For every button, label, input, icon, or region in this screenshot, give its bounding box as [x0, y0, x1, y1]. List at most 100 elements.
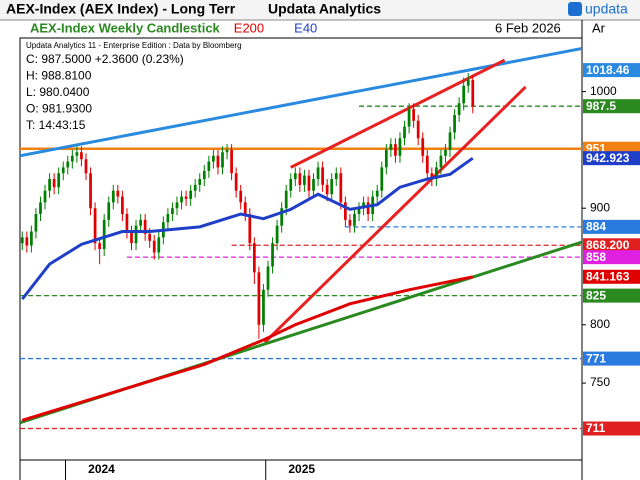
corner: Ar: [592, 20, 606, 35]
candle-body: [425, 155, 429, 174]
candle-body: [266, 266, 270, 290]
candle-body: [98, 243, 102, 249]
candle-body: [330, 179, 334, 195]
candle-body: [89, 173, 92, 209]
price-tag-label: 987.5: [586, 99, 616, 113]
window-title: AEX-Index (AEX Index) - Long Terr: [6, 1, 236, 17]
candle-body: [339, 173, 343, 203]
price-tag-label: 841.163: [586, 269, 630, 283]
title-bar: [0, 0, 640, 20]
candle-body: [230, 149, 233, 174]
candle-body: [471, 79, 475, 107]
candle-body: [130, 231, 133, 244]
candle-body: [102, 219, 106, 249]
brand: Updata Analytics: [268, 1, 381, 17]
candle-body: [344, 202, 347, 220]
candle-body: [348, 219, 352, 226]
trend-line: [20, 47, 582, 158]
candle-body: [262, 289, 265, 325]
price-tag: [583, 269, 640, 284]
candle-body: [412, 109, 415, 121]
price-tag: [583, 63, 640, 78]
candle-body: [403, 126, 406, 139]
candle-body: [193, 184, 197, 191]
candle-body: [198, 179, 202, 185]
candle-body: [430, 173, 434, 180]
candle-body: [125, 214, 129, 232]
candle-body: [30, 231, 33, 246]
plot: [20, 47, 582, 430]
candle-body: [139, 219, 142, 226]
trend-line: [290, 58, 506, 169]
candle-body: [234, 173, 238, 191]
candle-body: [52, 179, 56, 188]
legend-entry: E200: [234, 20, 264, 35]
y-tick-label: 800: [590, 317, 610, 331]
candle-body: [20, 237, 24, 244]
candle-body: [166, 214, 170, 223]
candle-body: [134, 225, 138, 244]
candle-body: [221, 152, 224, 168]
x-tick-label: 2025: [288, 462, 315, 476]
price-tag-label: 942.923: [586, 151, 630, 165]
candle-body: [384, 149, 388, 168]
candle-body: [239, 190, 243, 203]
candle-body: [462, 85, 466, 104]
candle-body: [380, 167, 384, 191]
info-line: O: 981.9300: [26, 102, 92, 116]
candle-body: [353, 214, 356, 226]
price-tag: [583, 99, 640, 114]
candle-body: [121, 196, 124, 215]
price-tag-label: 825: [586, 288, 606, 302]
y-tick-label: 1000: [590, 84, 617, 98]
candle-body: [184, 196, 188, 199]
candle-body: [66, 161, 70, 168]
candle-body: [444, 149, 447, 156]
candle-body: [303, 175, 306, 185]
candle-body: [466, 79, 470, 86]
candle-body: [143, 219, 147, 234]
candle-body: [243, 202, 247, 215]
candle-body: [394, 144, 397, 156]
candle-body: [298, 173, 302, 185]
candle-body: [107, 202, 111, 220]
candle-body: [157, 237, 161, 253]
logo-icon: [568, 2, 582, 16]
candle-body: [325, 184, 329, 195]
candle-body: [357, 208, 361, 215]
candle-body: [275, 225, 279, 244]
trend-line: [263, 85, 527, 344]
moving-average: [21, 275, 474, 422]
candle-body: [421, 138, 425, 156]
candle-body: [362, 202, 365, 209]
candle-body: [435, 167, 438, 180]
price-tag-label: 868.200: [586, 238, 630, 252]
y-tick-label: 750: [590, 375, 610, 389]
candle-body: [248, 214, 252, 244]
candle-body: [212, 155, 215, 162]
candle-body: [366, 202, 370, 215]
candle-body: [416, 120, 420, 139]
candle-body: [39, 202, 42, 215]
price-tag: [583, 238, 640, 253]
candle-body: [75, 152, 79, 156]
candle-body: [180, 196, 183, 203]
price-tag: [583, 250, 640, 265]
chart-title: AEX-Index Weekly Candlestick: [30, 20, 221, 35]
price-tag-label: 1018.46: [586, 63, 630, 77]
candle-body: [171, 208, 174, 215]
candle-body: [70, 155, 74, 162]
y-tick-label: 900: [590, 200, 610, 214]
price-tag: [583, 219, 640, 234]
legend-entry: E40: [294, 20, 317, 35]
info-line: H: 988.8100: [26, 69, 92, 83]
info-line: C: 987.5000 +2.3600 (0.23%): [26, 52, 184, 66]
candle-body: [84, 159, 88, 174]
info-line: L: 980.0400: [26, 85, 90, 99]
candle-body: [252, 243, 256, 273]
candle-body: [271, 243, 274, 267]
candle-body: [257, 272, 261, 325]
candle-body: [280, 208, 284, 226]
